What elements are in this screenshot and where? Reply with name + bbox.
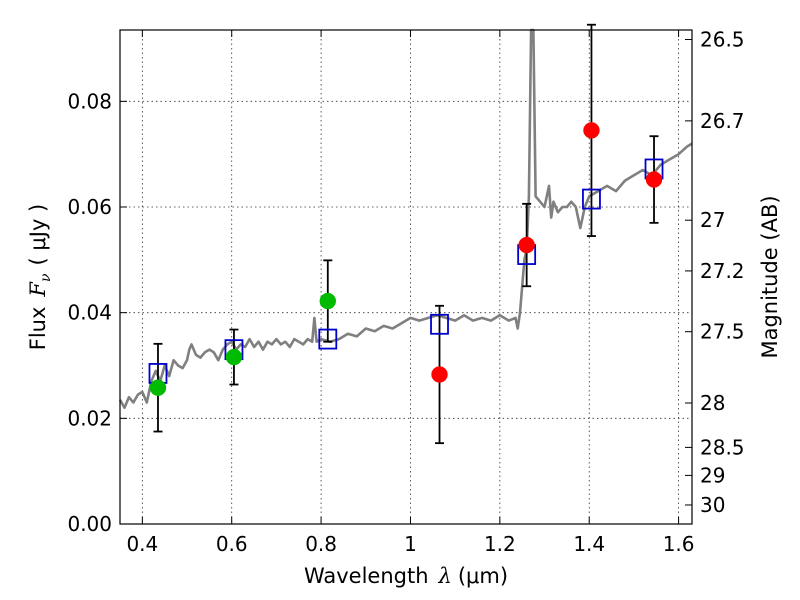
grid-lines <box>120 30 692 524</box>
x-tick-label: 1 <box>404 532 417 556</box>
y2-tick-label: 27.2 <box>700 259 745 283</box>
spectrum-series <box>118 28 693 410</box>
y2-tick-label: 26.7 <box>700 109 745 133</box>
y-axis-ticks: 0.00 0.02 0.04 0.06 0.08 <box>67 89 127 536</box>
spectrum-line <box>118 28 693 410</box>
y2-tick-label: 27 <box>700 208 725 232</box>
model-marker <box>318 328 338 350</box>
observed-marker <box>225 348 243 366</box>
y2-tick-label: 28.5 <box>700 435 745 459</box>
y2-tick-label: 29 <box>700 463 725 487</box>
x-tick-label: 0.4 <box>126 532 158 556</box>
x-axis-label: Wavelength λ (μm) <box>304 564 508 588</box>
y2-axis-ticks: 26.5 26.7 27 27.2 27.5 28 28.5 29 30 <box>685 28 745 517</box>
y2-tick-label: 27.5 <box>700 320 745 344</box>
y-tick-label: 0.06 <box>67 195 112 219</box>
observed-marker <box>431 366 448 383</box>
plot-frame <box>119 29 693 525</box>
x-axis-ticks: 0.4 0.6 0.8 1 1.2 1.4 1.6 <box>126 30 695 556</box>
y-axis-label: FluxFν( μJy ) <box>26 204 54 350</box>
y2-tick-label: 30 <box>700 493 725 517</box>
observed-marker <box>149 379 167 396</box>
error-bars <box>153 23 659 445</box>
y2-tick-label: 28 <box>700 391 725 415</box>
observed-marker <box>319 292 337 310</box>
y-tick-label: 0.02 <box>67 406 112 430</box>
x-tick-label: 1.2 <box>484 532 516 556</box>
x-tick-label: 0.6 <box>216 532 248 556</box>
x-tick-label: 0.8 <box>305 532 337 556</box>
model-marker <box>582 188 601 210</box>
observed-marker <box>583 122 600 139</box>
model-marker <box>430 313 449 335</box>
y2-axis-label: Magnitude (AB) <box>758 195 782 358</box>
y-tick-label: 0.00 <box>67 512 112 536</box>
y-tick-label: 0.08 <box>67 89 112 113</box>
x-tick-label: 1.6 <box>663 532 695 556</box>
model-points <box>148 158 664 384</box>
observed-marker <box>518 236 535 254</box>
y2-tick-label: 26.5 <box>700 28 745 52</box>
y-tick-label: 0.04 <box>67 301 112 325</box>
x-tick-label: 1.4 <box>573 532 605 556</box>
observed-marker <box>645 171 663 188</box>
observed-points <box>149 122 663 396</box>
